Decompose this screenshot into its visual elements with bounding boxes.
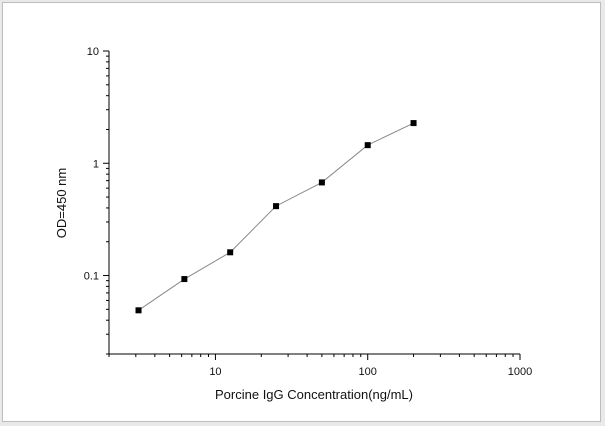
x-ticks: 10 100 1000 [108,354,532,378]
chart: 0.1 1 10 10 100 1000 Porcine IgG Concentrati… [54,46,532,402]
data-point [273,203,280,210]
y-tick-label: 0.1 [84,271,99,283]
x-axis-title: Porcine IgG Concentration(ng/mL) [215,387,413,402]
data-point [135,307,142,314]
axes-box [108,51,520,355]
data-point [318,179,325,186]
data-point [410,120,417,127]
series-line [138,122,414,311]
series-layer [135,120,417,314]
y-tick-label: 1 [93,158,99,170]
x-tick-label: 100 [359,366,377,378]
y-ticks: 0.1 1 10 [84,46,109,355]
y-axis-title: OD=450 nm [54,168,69,238]
data-point [181,276,188,283]
chart-frame: 0.1 1 10 10 100 1000 Porcine IgG Concentrati… [2,2,601,422]
data-point [364,142,371,149]
x-tick-label: 1000 [508,366,532,378]
x-tick-label: 10 [209,366,221,378]
data-point [227,249,234,256]
y-tick-label: 10 [87,46,99,58]
